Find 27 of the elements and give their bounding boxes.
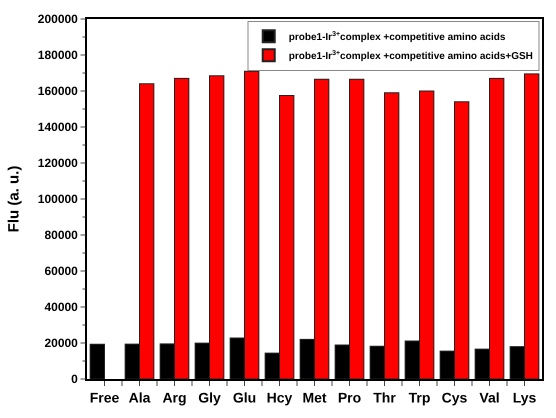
y-tick-label: 140000	[38, 120, 78, 134]
legend-label: probe1-Ir$^{3+}$complex +competitive amino acids	[288, 31, 506, 44]
x-tick-label: Lys	[512, 390, 537, 406]
x-tick-label: Ala	[128, 390, 151, 406]
x-tick-label: Trp	[408, 390, 430, 406]
x-tick-label: Val	[479, 390, 500, 406]
y-tick-label: 60000	[44, 264, 78, 278]
y-tick-label: 180000	[38, 48, 78, 62]
y-tick-label: 40000	[44, 300, 78, 314]
y-tick-label: 0	[71, 372, 78, 386]
y-tick-label: 120000	[38, 156, 78, 170]
x-tick-label: Hcy	[266, 390, 293, 406]
x-tick-label: Glu	[232, 390, 256, 406]
legend-label: probe1-Ir$^{3+}$complex +competitive amino acids+GSH	[288, 50, 533, 62]
y-tick-label: 160000	[38, 84, 78, 98]
y-tick-label: 20000	[44, 336, 78, 350]
y-tick-label: 200000	[38, 12, 78, 26]
x-tick-label: Cys	[442, 390, 468, 406]
y-tick-label: 80000	[44, 228, 78, 242]
x-tick-label: Arg	[162, 390, 187, 406]
x-tick-label: Pro	[338, 390, 362, 406]
x-tick-label: Gly	[198, 390, 221, 406]
x-tick-label: Free	[90, 390, 120, 406]
y-axis-title: Flu (a. u.)	[6, 166, 23, 232]
x-tick-label: Met	[302, 390, 327, 406]
x-tick-label: Thr	[373, 390, 396, 406]
y-tick-label: 100000	[38, 192, 78, 206]
